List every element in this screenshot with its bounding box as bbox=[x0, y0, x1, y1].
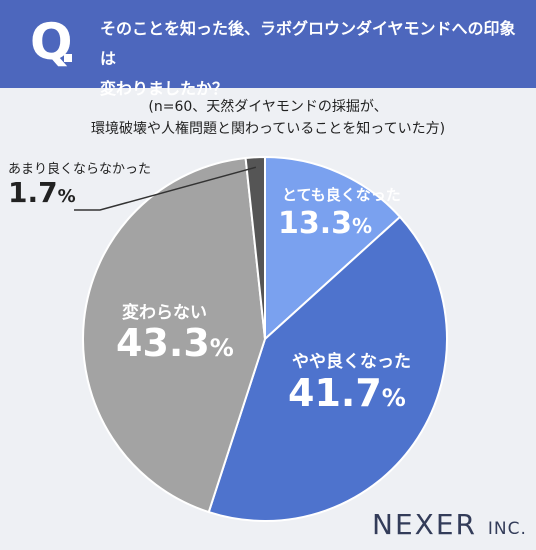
q-mark-dot bbox=[64, 54, 72, 62]
slice-label-unchanged: 変わらない bbox=[122, 303, 207, 323]
question-line-2: 変わりましたか？ bbox=[100, 79, 229, 98]
question-header: Q そのことを知った後、ラボグロウンダイヤモンドへの印象は 変わりましたか？ bbox=[0, 0, 536, 98]
pie-slice-unchanged bbox=[82, 156, 267, 514]
slice-value-unit: % bbox=[352, 214, 373, 238]
slice-value-very-improved: 13.3% bbox=[278, 203, 372, 247]
sample-note-line-2: 環境破壊や人権問題と関わっていることを知っていた方) bbox=[90, 121, 446, 137]
slice-value-unit: % bbox=[209, 334, 234, 362]
slice-value-number: 1.7 bbox=[8, 176, 58, 209]
question-line-1: そのことを知った後、ラボグロウンダイヤモンドへの印象は bbox=[100, 19, 516, 68]
logo-name: NEXER bbox=[372, 508, 477, 541]
slice-label-not-improved: あまり良くならなかった bbox=[8, 162, 152, 177]
slice-value-number: 43.3 bbox=[116, 321, 210, 365]
question-text: そのことを知った後、ラボグロウンダイヤモンドへの印象は 変わりましたか？ bbox=[100, 14, 520, 104]
pie-slice-not-improved bbox=[244, 155, 266, 340]
slice-label-somewhat-improved: やや良くなった bbox=[292, 352, 411, 372]
sample-note: (n=60、天然ダイヤモンドの採掘が、 環境破壊や人権問題と関わっていることを知… bbox=[0, 96, 536, 140]
slice-value-unit: % bbox=[57, 186, 76, 207]
slice-value-unchanged: 43.3% bbox=[116, 322, 234, 369]
pie-slice-somewhat-improved bbox=[207, 215, 448, 522]
slice-value-number: 41.7 bbox=[288, 371, 382, 415]
slice-label-very-improved: とても良くなった bbox=[282, 186, 401, 204]
slice-value-somewhat-improved: 41.7% bbox=[288, 372, 406, 419]
callout-leader-line bbox=[74, 166, 257, 211]
slice-value-not-improved: 1.7% bbox=[8, 176, 76, 214]
company-logo: NEXER INC. bbox=[372, 508, 527, 541]
pie-slice-very-improved bbox=[264, 155, 402, 342]
sample-note-line-1: (n=60、天然ダイヤモンドの採掘が、 bbox=[148, 99, 388, 115]
slice-value-unit: % bbox=[381, 384, 406, 412]
logo-suffix: INC. bbox=[487, 519, 527, 539]
slice-value-number: 13.3 bbox=[278, 206, 353, 241]
